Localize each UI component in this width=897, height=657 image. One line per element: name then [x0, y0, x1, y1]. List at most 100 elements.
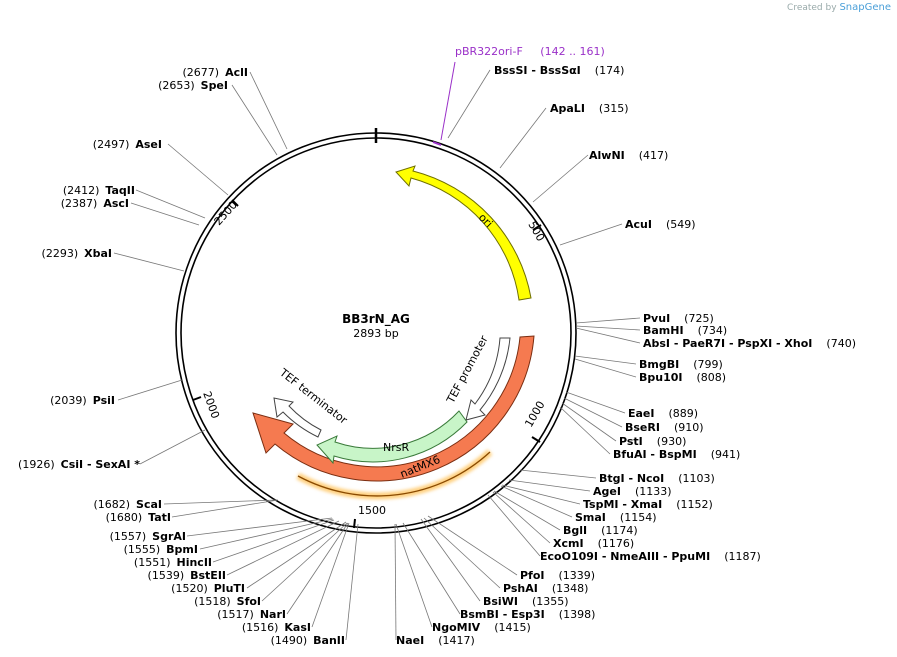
site-name: BseRI: [625, 421, 660, 434]
site-name: AgeI: [593, 485, 621, 498]
feature-TEF-terminator[interactable]: [273, 397, 322, 438]
primer-name: pBR322ori-F: [455, 45, 523, 58]
site-pos: (808): [697, 371, 727, 384]
primer-range: (142 .. 161): [540, 45, 605, 58]
site-BanII[interactable]: (1490) BanII: [271, 634, 345, 647]
site-TspMI[interactable]: TspMI - XmaI (1152): [583, 498, 713, 511]
site-PluTI[interactable]: (1520) PluTI: [171, 582, 245, 595]
site-name: SmaI: [575, 511, 606, 524]
tick-1500: [353, 518, 356, 529]
site-pos: (2412): [63, 184, 100, 197]
site-XcmI[interactable]: XcmI (1176): [553, 537, 634, 550]
site-AbsI[interactable]: AbsI - PaeR7I - PspXI - XhoI (740): [643, 337, 856, 350]
leader-SfoI: [261, 522, 348, 602]
leader-AlwNI: [532, 154, 589, 203]
site-name: BsmBI - Esp3I: [460, 608, 545, 621]
leader-KasI: [311, 522, 350, 628]
site-SfoI[interactable]: (1518) SfoI: [194, 595, 261, 608]
site-NarI[interactable]: (1517) NarI: [217, 608, 286, 621]
site-TaqII[interactable]: (2412) TaqII: [63, 184, 135, 197]
site-name: NaeI: [396, 634, 424, 647]
site-BsiWI[interactable]: BsiWI (1355): [483, 595, 569, 608]
site-name: PsiI: [93, 394, 115, 407]
leader-HincII: [212, 519, 335, 563]
site-PsiI[interactable]: (2039) PsiI: [50, 394, 115, 407]
site-BtgI[interactable]: BtgI - NcoI (1103): [599, 472, 715, 485]
site-NgoMIV[interactable]: NgoMIV (1415): [432, 621, 531, 634]
leader-EaeI: [565, 391, 626, 414]
site-BfuAI[interactable]: BfuAI - BspMI (941): [613, 448, 740, 461]
branding-prefix: Created by: [787, 3, 837, 13]
site-SpeI[interactable]: (2653) SpeI: [158, 79, 228, 92]
site-BsmBI[interactable]: BsmBI - Esp3I (1398): [460, 608, 595, 621]
site-ScaI[interactable]: (1682) ScaI: [93, 498, 162, 511]
feature-ori[interactable]: [395, 165, 532, 301]
feature-natMX6[interactable]: [252, 335, 535, 482]
site-name: BmgBI: [639, 358, 679, 371]
site-pos: (1517): [217, 608, 254, 621]
site-pos: (941): [711, 448, 741, 461]
site-leader-lines: [113, 69, 641, 641]
feature-NrsR[interactable]: [316, 410, 468, 465]
site-SmaI[interactable]: SmaI (1154): [575, 511, 656, 524]
site-AseI[interactable]: (2497) AseI: [93, 138, 162, 151]
site-ApaLI[interactable]: ApaLI (315): [550, 102, 629, 115]
site-TatI[interactable]: (1680) TatI: [106, 511, 171, 524]
site-EaeI[interactable]: EaeI (889): [628, 407, 698, 420]
site-SgrAI[interactable]: (1557) SgrAI: [110, 530, 186, 543]
site-BmgBI[interactable]: BmgBI (799): [639, 358, 723, 371]
site-AgeI[interactable]: AgeI (1133): [593, 485, 672, 498]
site-PvuI[interactable]: PvuI (725): [643, 312, 714, 325]
site-BstEII[interactable]: (1539) BstEII: [148, 569, 226, 582]
leader-BssSI: [447, 69, 491, 139]
site-AclI[interactable]: (2677) AclI: [183, 66, 248, 79]
leader-BsmBI: [402, 522, 461, 615]
site-name: BtgI - NcoI: [599, 472, 664, 485]
tick-1000: [531, 436, 541, 443]
primer-label[interactable]: pBR322ori-F (142 .. 161): [455, 45, 605, 58]
site-Bpu10I[interactable]: Bpu10I (808): [639, 371, 726, 384]
site-PfoI[interactable]: PfoI (1339): [520, 569, 595, 582]
leader-BstEII: [226, 520, 340, 576]
site-AcuI[interactable]: AcuI (549): [625, 218, 696, 231]
leader-BtgI: [519, 469, 597, 479]
site-pos: (930): [657, 435, 687, 448]
site-NaeI[interactable]: NaeI (1417): [396, 634, 475, 647]
tick-500: [532, 224, 542, 231]
site-AlwNI[interactable]: AlwNI (417): [589, 149, 668, 162]
site-name: TspMI - XmaI: [583, 498, 662, 511]
leader-AscI: [130, 202, 200, 226]
site-BamHI[interactable]: BamHI (734): [643, 324, 727, 337]
site-KasI[interactable]: (1516) KasI: [242, 621, 311, 634]
leader-PstI: [561, 402, 617, 442]
site-pos: (1348): [552, 582, 589, 595]
site-pos: (315): [599, 102, 629, 115]
site-CsiI[interactable]: (1926) CsiI - SexAI *: [18, 458, 140, 471]
site-HincII[interactable]: (1551) HincII: [134, 556, 212, 569]
site-pos: (1539): [148, 569, 185, 582]
site-BpmI[interactable]: (1555) BpmI: [124, 543, 198, 556]
site-BssSI[interactable]: BssSI - BssSαI (174): [494, 64, 624, 77]
site-name: XbaI: [84, 247, 112, 260]
site-pos: (2497): [93, 138, 130, 151]
tick-label-2000: 2000: [200, 390, 222, 421]
site-EcoO109I[interactable]: EcoO109I - NmeAIII - PpuMI (1187): [540, 550, 761, 563]
site-PstI[interactable]: PstI (930): [619, 435, 686, 448]
tick-label-500: 500: [525, 219, 547, 244]
leader-BfuAI: [559, 406, 611, 455]
site-XbaI[interactable]: (2293) XbaI: [42, 247, 112, 260]
site-name: AclI: [225, 66, 248, 79]
tick-2500: [231, 199, 239, 207]
site-name: EcoO109I - NmeAIII - PpuMI: [540, 550, 710, 563]
leader-BamHI: [575, 325, 641, 331]
site-BglI[interactable]: BglI (1174): [563, 524, 638, 537]
site-pos: (1355): [532, 595, 569, 608]
site-AscI[interactable]: (2387) AscI: [61, 197, 129, 210]
site-name: CsiI - SexAI *: [61, 458, 141, 471]
site-name: AseI: [135, 138, 162, 151]
site-pos: (1516): [242, 621, 279, 634]
site-PshAI[interactable]: PshAI (1348): [503, 582, 588, 595]
site-BseRI[interactable]: BseRI (910): [625, 421, 704, 434]
plasmid-name: BB3rN_AG: [342, 312, 410, 327]
